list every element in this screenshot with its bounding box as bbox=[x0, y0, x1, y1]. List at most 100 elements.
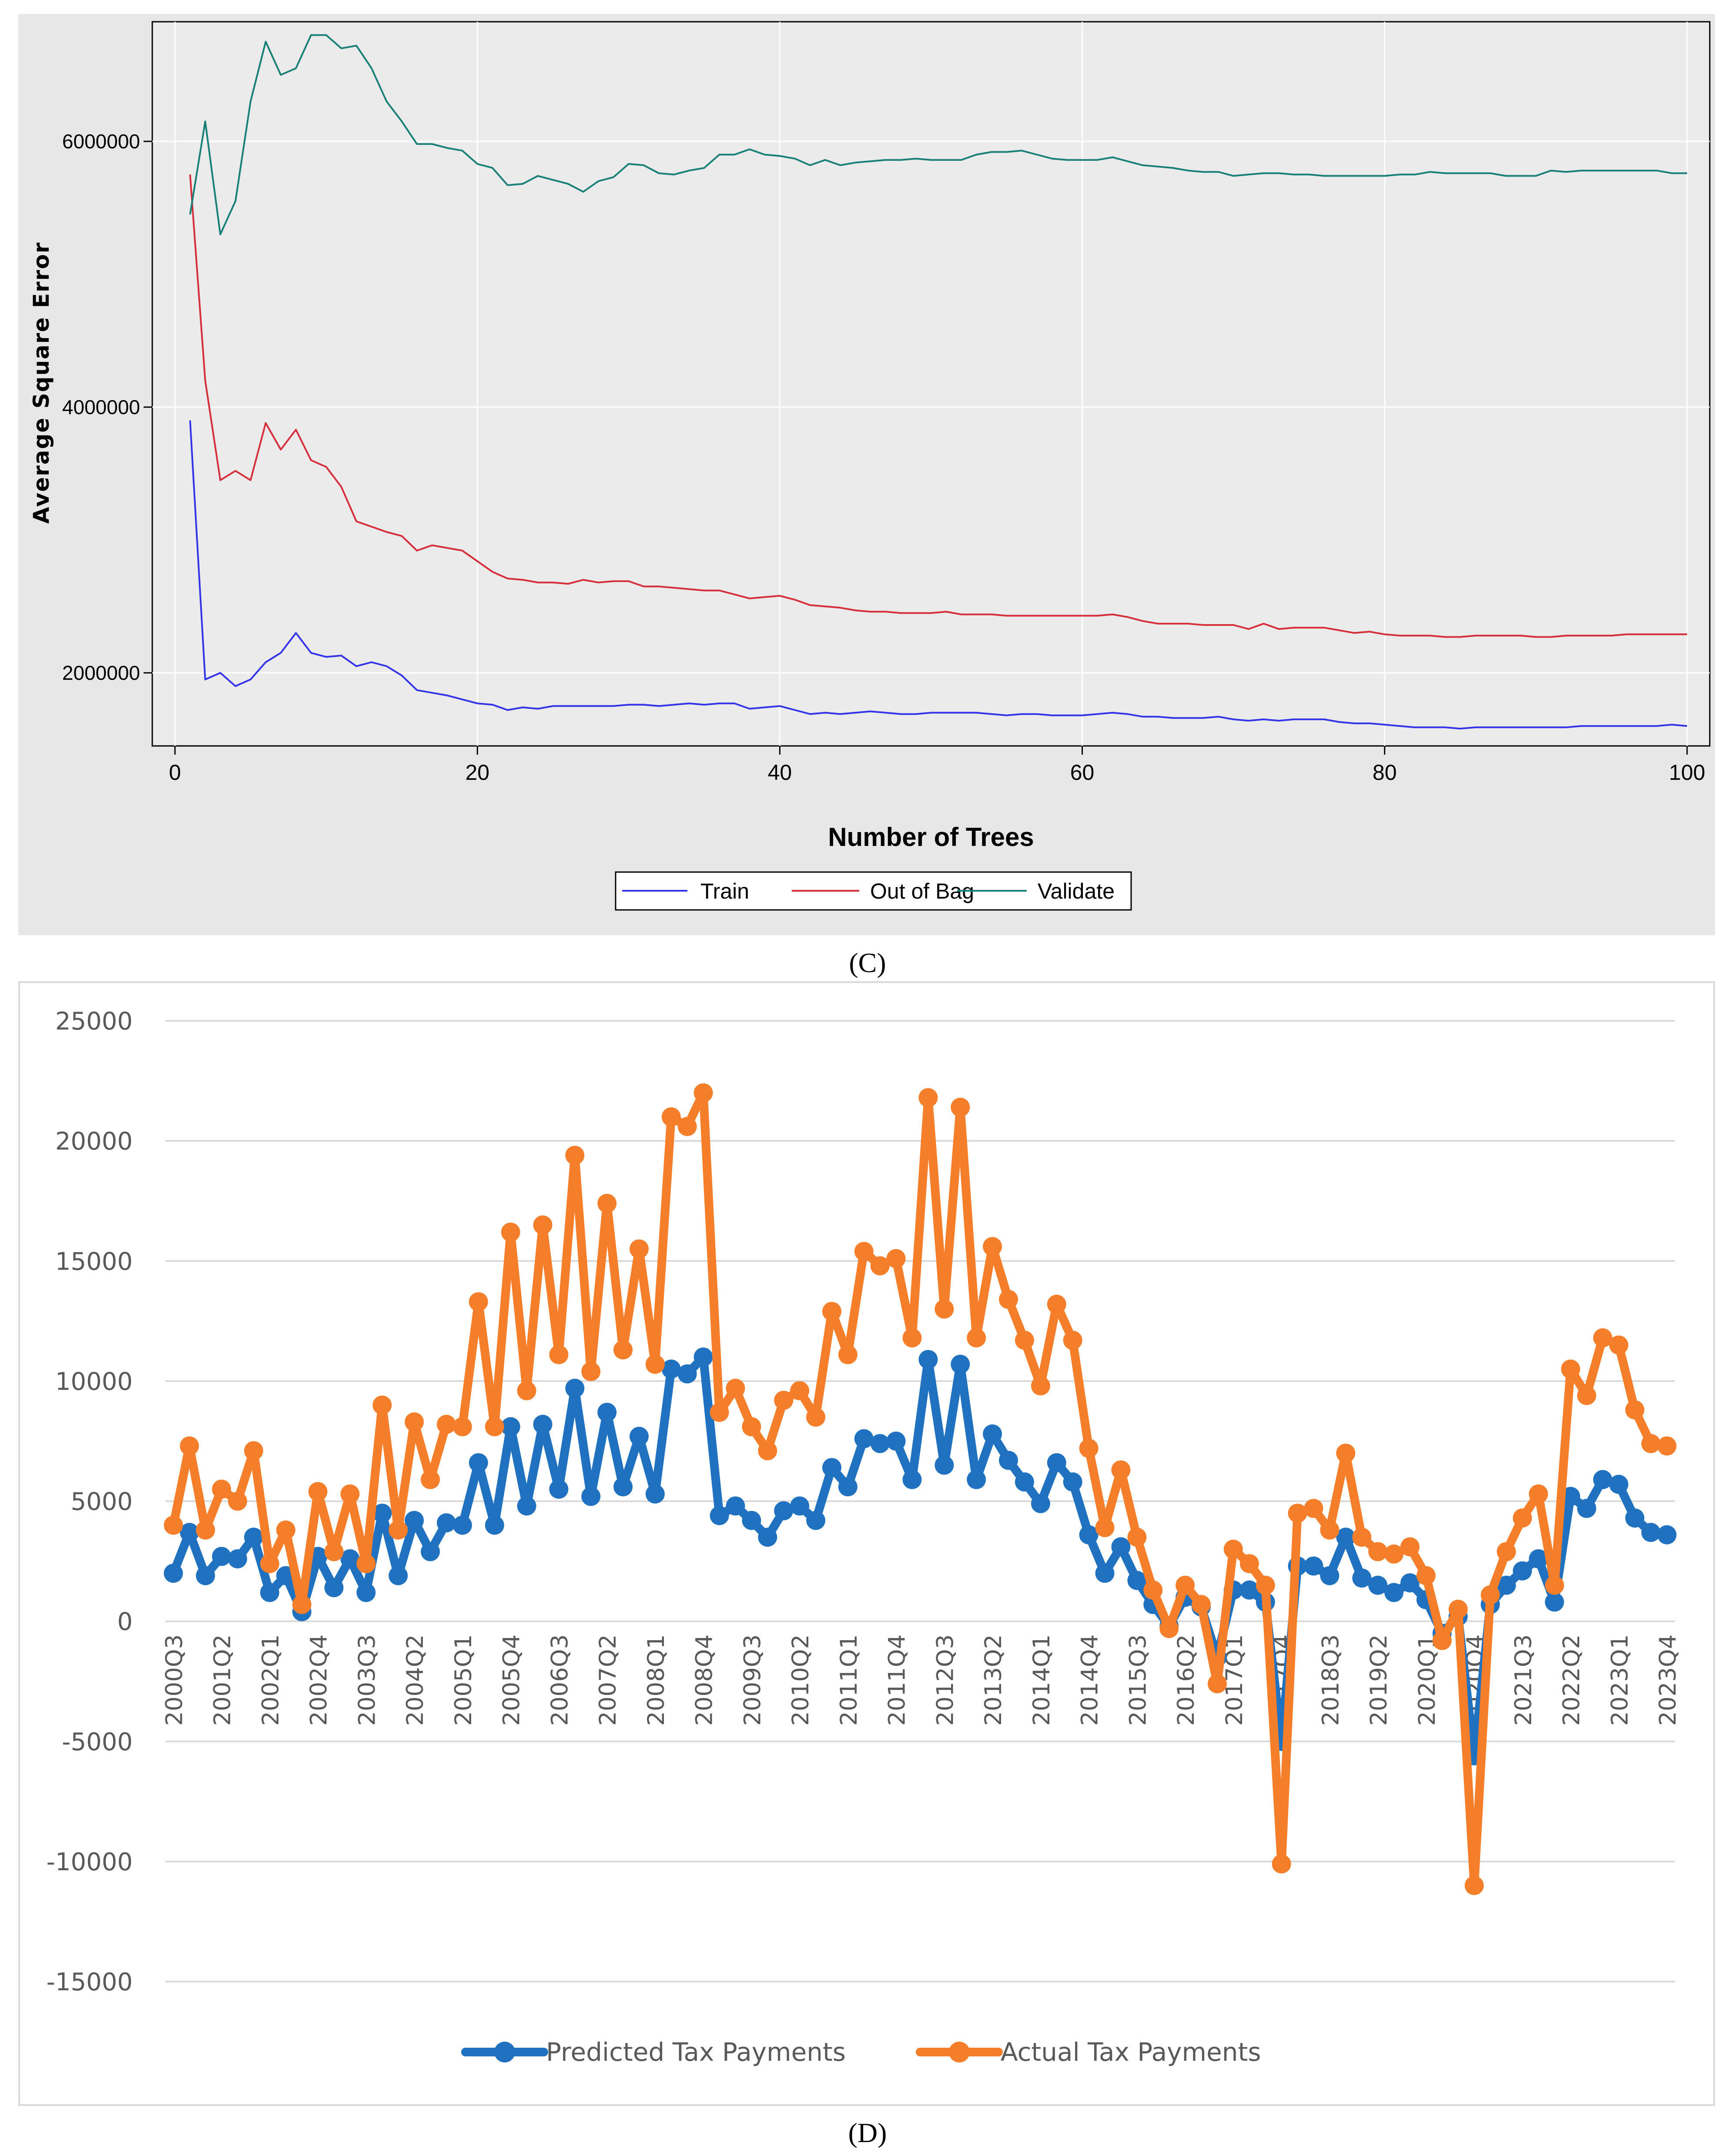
panel-d-point-predicted bbox=[549, 1479, 569, 1499]
panel-d-point-actual bbox=[1416, 1566, 1436, 1585]
panel-d-point-actual bbox=[1192, 1595, 1211, 1614]
panel-d-grid bbox=[165, 1020, 1675, 1982]
panel-d-point-actual bbox=[886, 1249, 906, 1268]
panel-c-x-tick-label: 100 bbox=[1669, 760, 1705, 785]
panel-d-point-actual bbox=[308, 1482, 328, 1501]
panel-d-point-predicted bbox=[645, 1484, 665, 1504]
panel-c-series-line-train bbox=[189, 420, 1688, 730]
panel-d-point-actual bbox=[1497, 1542, 1516, 1561]
panel-d-point-predicted bbox=[1545, 1592, 1564, 1612]
panel-d-point-predicted bbox=[1079, 1525, 1099, 1544]
panel-d-point-actual bbox=[710, 1403, 729, 1422]
panel-d-point-actual bbox=[693, 1083, 713, 1103]
panel-d-point-actual bbox=[421, 1470, 440, 1489]
panel-d-point-actual bbox=[565, 1146, 585, 1165]
panel-d-legend-label: Actual Tax Payments bbox=[1001, 2037, 1261, 2067]
panel-d-point-predicted bbox=[630, 1427, 649, 1446]
panel-d-point-actual bbox=[1079, 1439, 1099, 1458]
panel-d-point-predicted bbox=[613, 1477, 633, 1497]
panel-d-point-actual bbox=[1256, 1575, 1275, 1595]
panel-d-point-actual bbox=[870, 1256, 890, 1276]
panel-d-y-tick-label: -15000 bbox=[47, 1968, 133, 1996]
panel-d-point-predicted bbox=[918, 1350, 938, 1369]
panel-d-point-actual bbox=[1223, 1539, 1243, 1559]
panel-d-point-actual bbox=[1111, 1460, 1131, 1480]
panel-d-x-tick-label: 2005Q1 bbox=[450, 1635, 477, 1726]
panel-d-point-predicted bbox=[693, 1347, 713, 1367]
panel-d-point-actual bbox=[1593, 1328, 1612, 1347]
panel-d-point-actual bbox=[1545, 1575, 1564, 1595]
panel-d-point-actual bbox=[983, 1237, 1002, 1257]
panel-d-x-tick-label: 2018Q3 bbox=[1317, 1635, 1344, 1726]
panel-c-series bbox=[189, 34, 1688, 730]
panel-d-point-predicted bbox=[565, 1378, 585, 1398]
panel-d-point-predicted bbox=[1304, 1556, 1323, 1576]
panel-c-y-axis-label: Average Square Error bbox=[29, 242, 54, 524]
panel-d-point-predicted bbox=[1593, 1470, 1612, 1489]
panel-d-point-actual bbox=[742, 1417, 761, 1437]
panel-c-legend-label: Out of Bag bbox=[870, 879, 974, 903]
panel-d-point-actual bbox=[260, 1554, 279, 1574]
panel-d-x-tick-label: 2003Q3 bbox=[354, 1635, 380, 1726]
panel-d-point-actual bbox=[372, 1395, 392, 1415]
panel-d-point-actual bbox=[645, 1354, 665, 1374]
panel-d-point-predicted bbox=[1513, 1561, 1532, 1581]
panel-d-x-tick-label: 2001Q2 bbox=[209, 1635, 236, 1726]
panel-c-x-tick-label: 0 bbox=[169, 760, 181, 785]
panel-d-point-predicted bbox=[983, 1424, 1002, 1444]
panel-d-point-predicted bbox=[822, 1458, 841, 1477]
panel-d-point-actual bbox=[1063, 1330, 1082, 1350]
panel-d-point-actual bbox=[485, 1417, 504, 1437]
panel-d-point-actual bbox=[1352, 1528, 1372, 1547]
panel-d-point-actual bbox=[677, 1117, 697, 1136]
panel-d-point-actual bbox=[212, 1479, 231, 1499]
panel-d-point-predicted bbox=[405, 1511, 424, 1530]
panel-d-point-actual bbox=[1464, 1876, 1484, 1895]
panel-d-x-tick-label: 2005Q4 bbox=[499, 1635, 525, 1726]
panel-d-point-predicted bbox=[533, 1414, 553, 1434]
panel-d-x-tick-label: 2013Q2 bbox=[980, 1635, 1007, 1726]
panel-c-series-line-validate bbox=[189, 34, 1687, 235]
panel-d-caption: (D) bbox=[848, 2117, 887, 2148]
panel-d-point-actual bbox=[1127, 1528, 1147, 1547]
panel-d-point-predicted bbox=[485, 1515, 504, 1535]
panel-d-x-tick-label: 2011Q1 bbox=[836, 1635, 862, 1726]
panel-d-point-predicted bbox=[1063, 1472, 1082, 1492]
panel-d-x-tick-label: 2023Q1 bbox=[1607, 1635, 1633, 1726]
panel-d-point-actual bbox=[1239, 1554, 1259, 1574]
panel-d-point-predicted bbox=[228, 1549, 248, 1568]
panel-d-point-predicted bbox=[1352, 1568, 1372, 1588]
panel-d-point-predicted bbox=[437, 1513, 456, 1533]
panel-d-point-actual bbox=[1159, 1619, 1179, 1638]
panel-d-point-predicted bbox=[164, 1564, 183, 1583]
panel-d-point-predicted bbox=[790, 1496, 810, 1516]
panel-d-x-tick-label: 2009Q3 bbox=[739, 1635, 766, 1726]
panel-d-point-actual bbox=[967, 1328, 986, 1347]
panel-d-x-tick-label: 2002Q1 bbox=[258, 1635, 284, 1726]
panel-d-point-actual bbox=[276, 1520, 295, 1540]
panel-d-point-predicted bbox=[967, 1470, 986, 1489]
panel-d-x-tick-label: 2020Q1 bbox=[1414, 1635, 1440, 1726]
panel-d-x-tick-label: 2007Q2 bbox=[595, 1635, 621, 1726]
panel-d-x-tick-label: 2004Q2 bbox=[402, 1635, 429, 1726]
panel-c-series-line-out-of-bag bbox=[189, 174, 1687, 638]
panel-d-x-tick-label: 2010Q2 bbox=[787, 1635, 814, 1726]
panel-c-legend: Train Out of Bag Validate bbox=[615, 871, 1132, 911]
panel-d-point-predicted bbox=[501, 1417, 520, 1437]
panel-d-point-actual bbox=[934, 1299, 954, 1319]
panel-d-point-predicted bbox=[389, 1566, 408, 1585]
panel-d-point-predicted bbox=[774, 1501, 794, 1521]
panel-c-x-tick-label: 80 bbox=[1373, 760, 1397, 785]
panel-d-point-actual bbox=[1015, 1330, 1034, 1350]
panel-d-tick-labels: -15000 -10000 -5000 0 5000 10000 15000 20000 250… bbox=[47, 1007, 1681, 1996]
panel-d-point-predicted bbox=[677, 1364, 697, 1384]
panel-c-x-axis-label: Number of Trees bbox=[828, 822, 1034, 852]
panel-d-legend-marker bbox=[494, 2042, 515, 2062]
panel-d-point-actual bbox=[597, 1193, 617, 1213]
panel-d-point-actual bbox=[999, 1290, 1018, 1309]
panel-d-point-actual bbox=[1625, 1400, 1645, 1420]
panel-c-legend-label: Validate bbox=[1038, 879, 1115, 903]
panel-d-point-actual bbox=[790, 1381, 810, 1401]
panel-d-point-actual bbox=[630, 1239, 649, 1259]
